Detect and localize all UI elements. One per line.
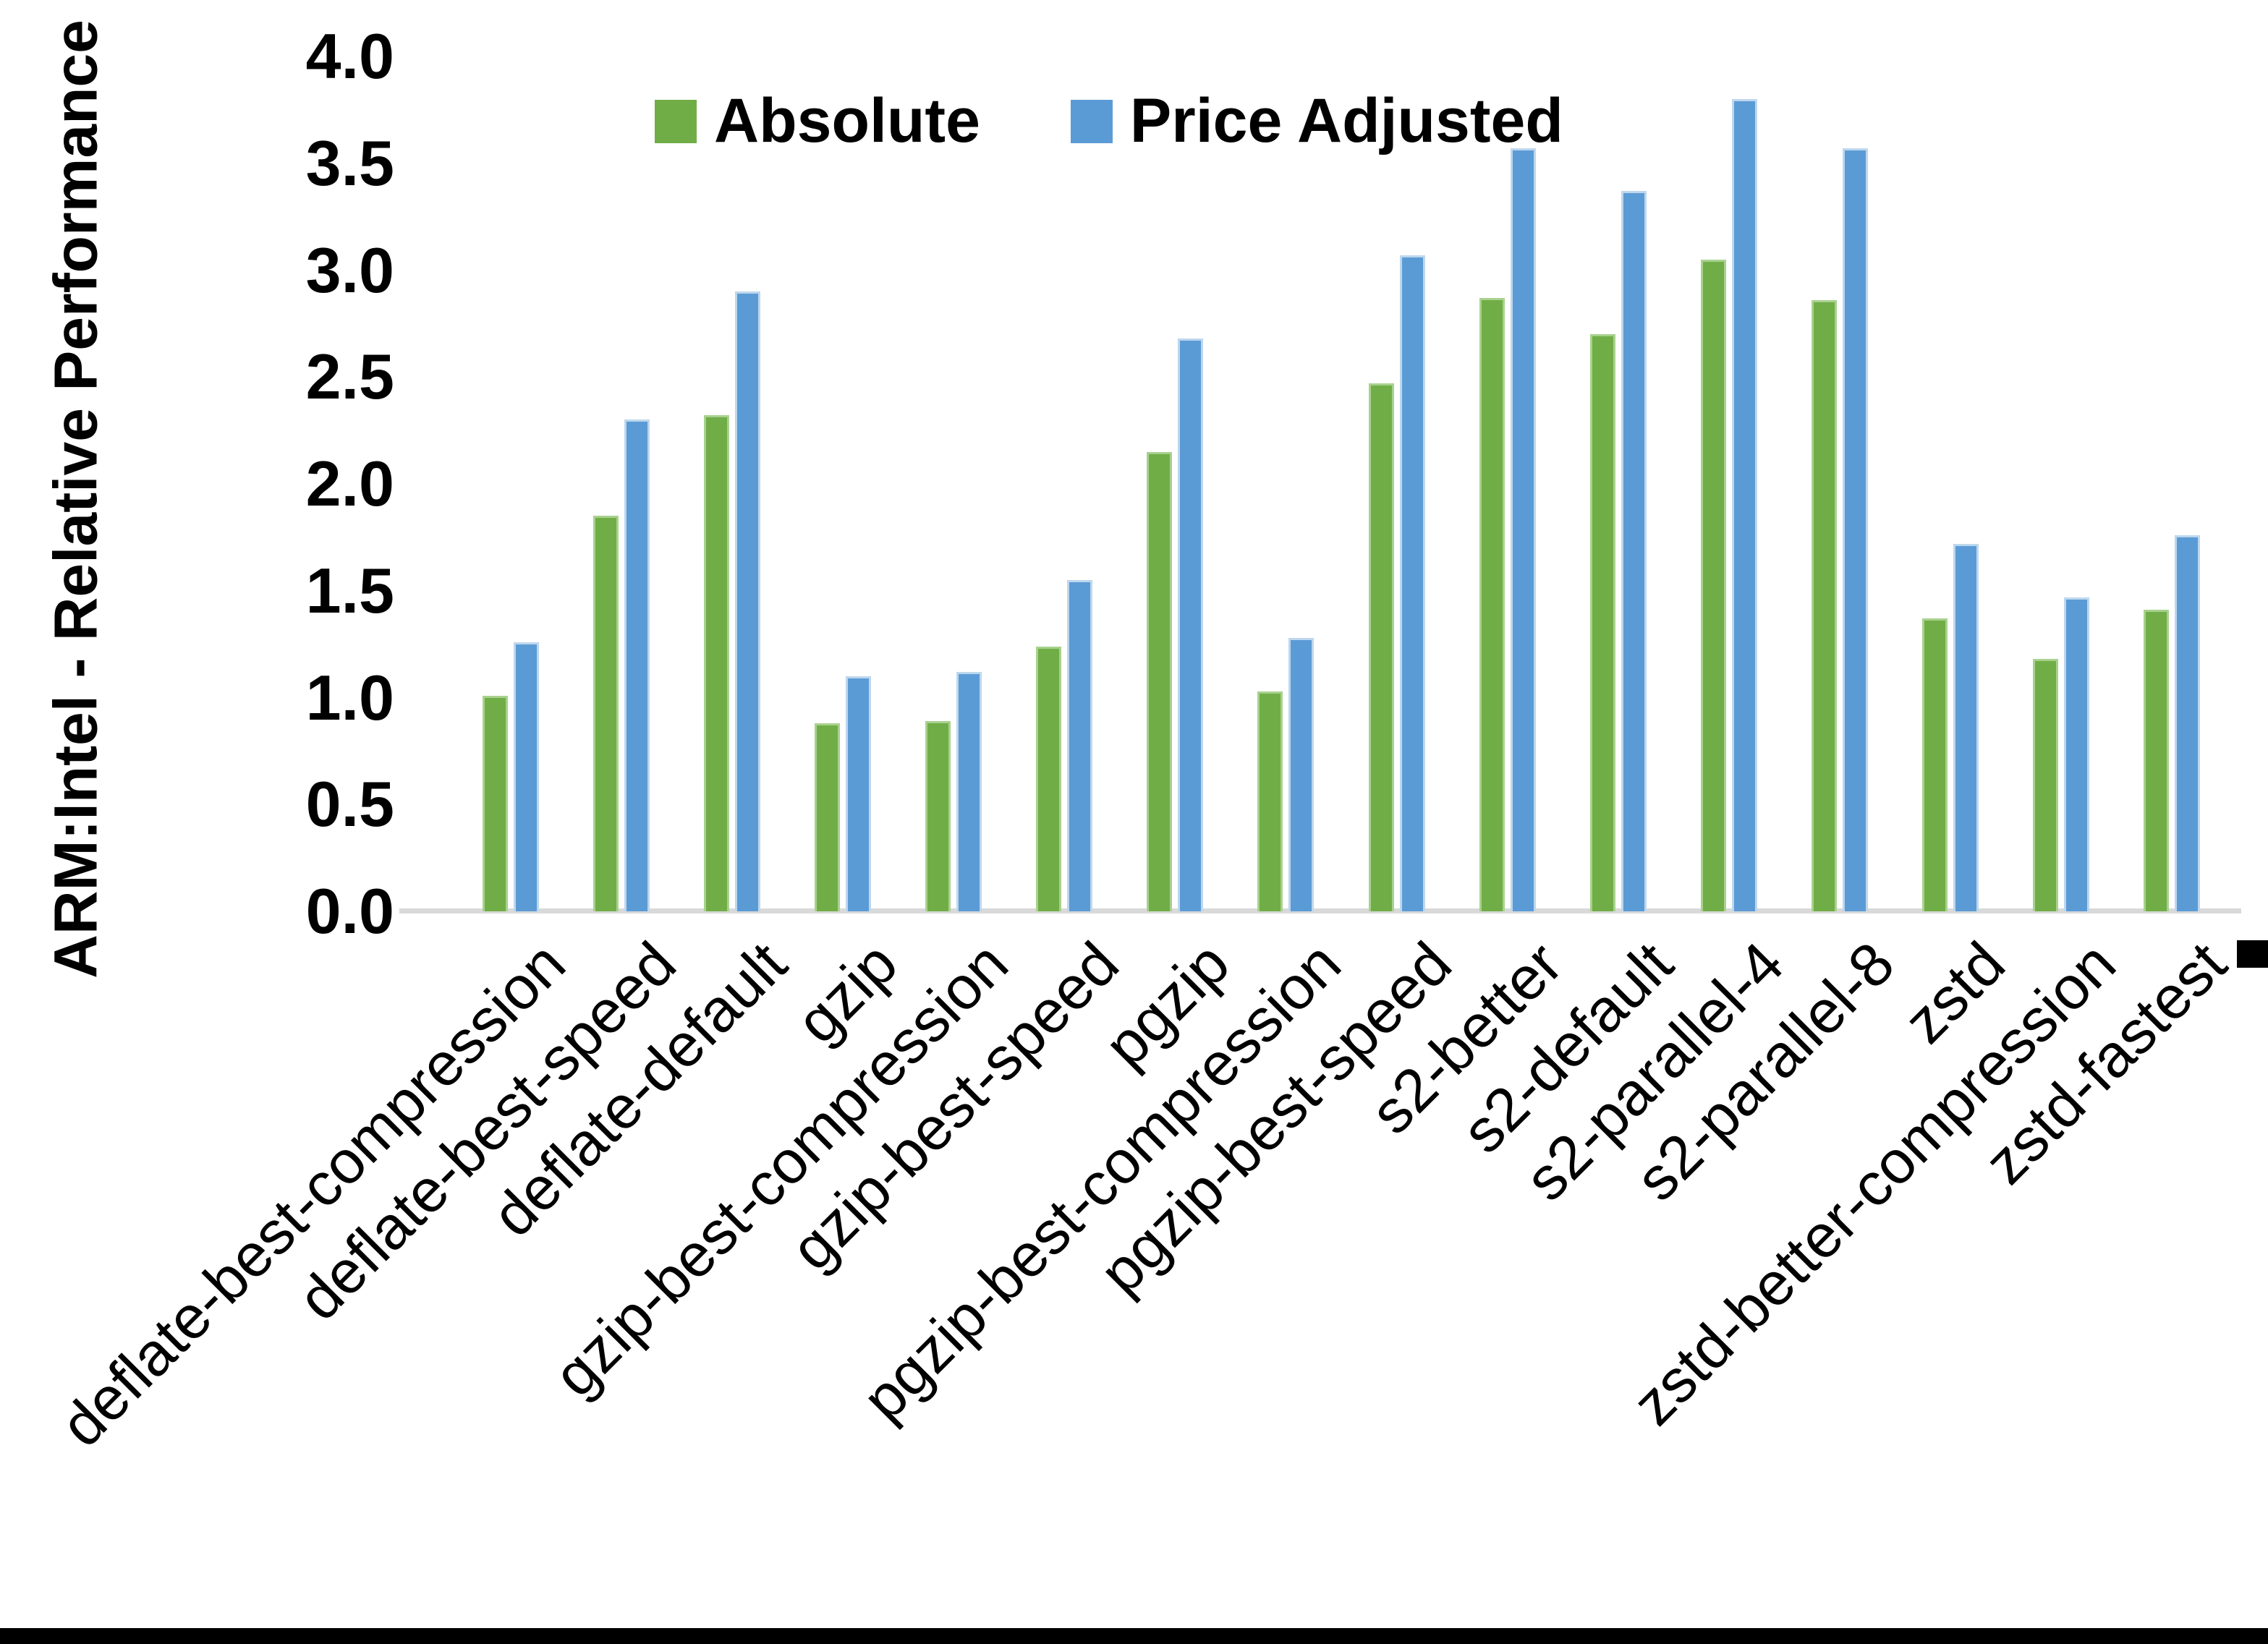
y-tick-label-2.5: 2.5 (305, 341, 394, 413)
y-tick-label-3.0: 3.0 (305, 234, 394, 306)
bar-gzip-absolute (815, 723, 840, 911)
y-tick-label-4.0: 4.0 (305, 20, 394, 92)
bar-zstd-price-adjusted (1953, 544, 1979, 911)
bar-s2-default-absolute (1590, 334, 1615, 911)
bar-s2-default-price-adjusted (1621, 191, 1647, 911)
bar-zstd-better-compression-price-adjusted (2064, 597, 2089, 911)
bar-deflate-best-compression-price-adjusted (514, 642, 539, 911)
bar-pgzip-best-speed-absolute (1369, 383, 1394, 911)
bar-s2-parallel-4-price-adjusted (1732, 99, 1757, 911)
legend: Absolute Price Adjusted (655, 85, 1563, 157)
bar-zstd-fastest-absolute (2144, 610, 2169, 911)
bar-deflate-best-compression-absolute (483, 696, 508, 911)
y-tick-label-0.0: 0.0 (305, 875, 394, 947)
legend-label: Price Adjusted (1129, 86, 1563, 156)
bar-pgzip-price-adjusted (1178, 338, 1203, 911)
bar-pgzip-best-compression-absolute (1257, 691, 1283, 911)
bar-zstd-better-compression-absolute (2033, 659, 2058, 911)
bar-deflate-default-absolute (704, 415, 729, 911)
y-tick-label-1.5: 1.5 (305, 554, 394, 626)
bar-deflate-best-speed-absolute (593, 516, 619, 911)
bar-pgzip-absolute (1147, 452, 1172, 911)
bottom-border-bar (0, 1628, 2268, 1644)
bar-gzip-best-compression-price-adjusted (956, 672, 982, 911)
bar-s2-better-absolute (1479, 298, 1505, 911)
legend-item-price-adjusted: Price Adjusted (1070, 85, 1563, 157)
bar-zstd-absolute (1922, 618, 1948, 911)
legend-swatch-icon (1070, 99, 1113, 143)
y-tick-label-2.0: 2.0 (305, 448, 394, 519)
bar-pgzip-best-compression-price-adjusted (1288, 638, 1314, 911)
bar-s2-parallel-8-absolute (1812, 300, 1837, 911)
y-tick-label-0.5: 0.5 (305, 768, 394, 840)
bar-gzip-price-adjusted (846, 676, 871, 911)
y-tick-label-1.0: 1.0 (305, 661, 394, 733)
bar-s2-better-price-adjusted (1511, 148, 1536, 911)
bar-gzip-best-compression-absolute (925, 721, 951, 911)
bar-deflate-best-speed-price-adjusted (624, 419, 650, 911)
legend-label: Absolute (714, 86, 980, 156)
bar-zstd-fastest-price-adjusted (2175, 535, 2200, 911)
bar-deflate-default-price-adjusted (735, 291, 760, 911)
bar-pgzip-best-speed-price-adjusted (1400, 255, 1425, 911)
right-edge-mark (2237, 940, 2268, 968)
bar-gzip-best-speed-price-adjusted (1067, 580, 1092, 911)
x-axis-line (399, 908, 2241, 913)
bar-gzip-best-speed-absolute (1036, 647, 1061, 911)
bar-s2-parallel-4-absolute (1701, 260, 1726, 911)
bar-s2-parallel-8-price-adjusted (1843, 148, 1868, 911)
legend-swatch-icon (655, 99, 697, 143)
y-tick-label-3.5: 3.5 (305, 127, 394, 199)
legend-item-absolute: Absolute (655, 85, 980, 157)
